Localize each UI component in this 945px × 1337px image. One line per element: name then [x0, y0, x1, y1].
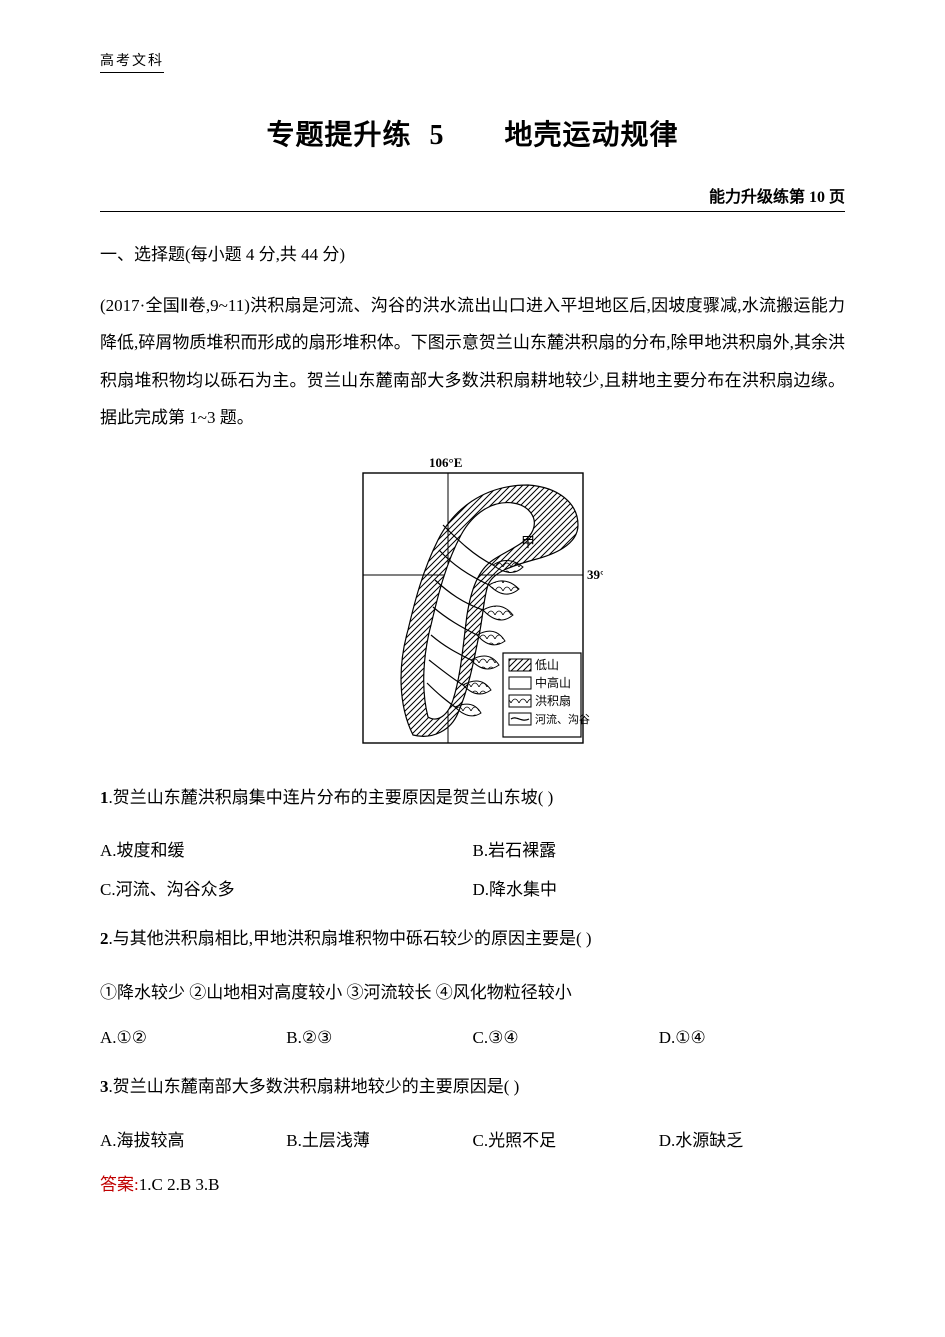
- legend-river: 河流、沟谷: [535, 712, 590, 726]
- lon-label: 106°E: [429, 455, 462, 470]
- legend-midhigh: 中高山: [535, 675, 571, 690]
- q2-opt-c: C.③④: [473, 1018, 659, 1057]
- passage-text: (2017·全国Ⅱ卷,9~11)洪积扇是河流、沟谷的洪水流出山口进入平坦地区后,…: [100, 296, 845, 427]
- q2-opt-a: A.①②: [100, 1018, 286, 1057]
- question-1: 1.贺兰山东麓洪积扇集中连片分布的主要原因是贺兰山东坡( ): [100, 780, 845, 816]
- q2-stem: .与其他洪积扇相比,甲地洪积扇堆积物中砾石较少的原因主要是( ): [109, 929, 592, 948]
- q2-options: A.①② B.②③ C.③④ D.①④: [100, 1018, 845, 1057]
- q1-num: 1: [100, 788, 109, 807]
- q2-opt-b: B.②③: [286, 1018, 472, 1057]
- page-header: 高考文科: [100, 50, 164, 73]
- legend-low: 低山: [535, 658, 559, 672]
- map-svg: 106°E 39°N: [343, 455, 603, 755]
- q3-num: 3: [100, 1077, 109, 1096]
- q1-opt-c: C.河流、沟谷众多: [100, 870, 473, 909]
- q2-subs: ①降水较少 ②山地相对高度较小 ③河流较长 ④风化物粒径较小: [100, 973, 845, 1012]
- q3-opt-d: D.水源缺乏: [659, 1121, 845, 1160]
- q3-opt-a: A.海拔较高: [100, 1121, 286, 1160]
- question-2: 2.与其他洪积扇相比,甲地洪积扇堆积物中砾石较少的原因主要是( ): [100, 921, 845, 957]
- q1-options: A.坡度和缓 B.岩石裸露 C.河流、沟谷众多 D.降水集中: [100, 831, 845, 909]
- question-3: 3.贺兰山东麓南部大多数洪积扇耕地较少的主要原因是( ): [100, 1069, 845, 1105]
- page-title: 专题提升练 5 地壳运动规律: [100, 113, 845, 153]
- jia-label: 甲: [521, 536, 535, 551]
- q3-opt-b: B.土层浅薄: [286, 1121, 472, 1160]
- answer-line: 答案:1.C 2.B 3.B: [100, 1170, 845, 1195]
- title-prefix: 专题提升练: [266, 120, 411, 151]
- title-topic: 地壳运动规律: [505, 120, 679, 151]
- section-heading-text: 一、选择题(每小题 4 分,共 44 分): [100, 245, 345, 264]
- q3-stem: .贺兰山东麓南部大多数洪积扇耕地较少的主要原因是( ): [109, 1077, 520, 1096]
- legend-fan: 洪积扇: [535, 693, 571, 708]
- map-figure: 106°E 39°N: [100, 455, 845, 760]
- section-heading: 一、选择题(每小题 4 分,共 44 分): [100, 240, 845, 265]
- q1-opt-b: B.岩石裸露: [473, 831, 846, 870]
- q1-stem: .贺兰山东麓洪积扇集中连片分布的主要原因是贺兰山东坡( ): [109, 788, 554, 807]
- q2-opt-d: D.①④: [659, 1018, 845, 1057]
- q3-opt-c: C.光照不足: [473, 1121, 659, 1160]
- answer-text: 1.C 2.B 3.B: [139, 1175, 220, 1194]
- q1-opt-d: D.降水集中: [473, 870, 846, 909]
- q1-opt-a: A.坡度和缓: [100, 831, 473, 870]
- subtitle: 能力升级练第 10 页: [100, 183, 845, 212]
- q3-options: A.海拔较高 B.土层浅薄 C.光照不足 D.水源缺乏: [100, 1121, 845, 1160]
- q2-num: 2: [100, 929, 109, 948]
- lat-label: 39°N: [587, 567, 603, 582]
- passage: (2017·全国Ⅱ卷,9~11)洪积扇是河流、沟谷的洪水流出山口进入平坦地区后,…: [100, 287, 845, 437]
- header-category: 高考文科: [100, 54, 164, 69]
- subtitle-text: 能力升级练第 10 页: [709, 189, 845, 206]
- answer-label: 答案:: [100, 1175, 139, 1194]
- title-number: 5: [430, 120, 445, 151]
